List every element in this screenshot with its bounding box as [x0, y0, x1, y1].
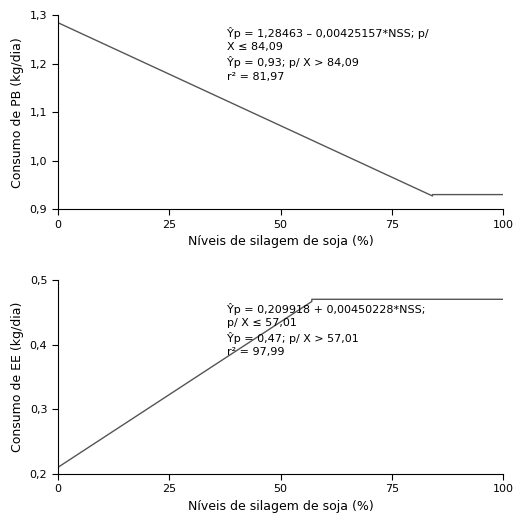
Text: Ŷp = 1,28463 – 0,00425157*NSS; p/
X ≤ 84,09
Ŷp = 0,93; p/ X > 84,09
r² = 81,97: Ŷp = 1,28463 – 0,00425157*NSS; p/ X ≤ 84…	[227, 27, 429, 82]
X-axis label: Níveis de silagem de soja (%): Níveis de silagem de soja (%)	[187, 500, 373, 513]
X-axis label: Níveis de silagem de soja (%): Níveis de silagem de soja (%)	[187, 235, 373, 248]
Text: Ŷp = 0,209918 + 0,00450228*NSS;
p/ X ≤ 57,01
Ŷp = 0,47; p/ X > 57,01
r² = 97,99: Ŷp = 0,209918 + 0,00450228*NSS; p/ X ≤ 5…	[227, 302, 425, 357]
Y-axis label: Consumo de PB (kg/dia): Consumo de PB (kg/dia)	[11, 37, 24, 188]
Y-axis label: Consumo de EE (kg/dia): Consumo de EE (kg/dia)	[11, 302, 24, 452]
